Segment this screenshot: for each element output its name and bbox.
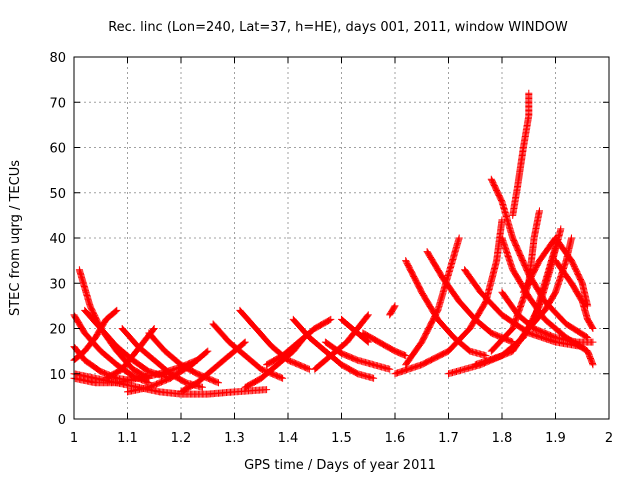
chart-title: Rec. linc (Lon=240, Lat=37, h=HE), days … <box>108 20 568 35</box>
y-tick-label: 40 <box>49 232 66 247</box>
plus-markers <box>509 89 533 219</box>
y-tick-label: 50 <box>49 187 66 202</box>
series-arc-23 <box>402 257 490 360</box>
plus-markers <box>519 234 592 310</box>
x-tick-label: 1.6 <box>385 431 406 446</box>
plus-markers <box>402 234 463 369</box>
y-tick-label: 20 <box>49 323 66 338</box>
series-arc-20 <box>338 315 372 346</box>
series-arc-10 <box>145 329 222 387</box>
series-arc-21 <box>359 329 410 360</box>
x-tick-label: 1.2 <box>171 431 192 446</box>
plus-markers <box>289 315 378 382</box>
series-arc-33 <box>509 89 533 219</box>
x-tick-label: 1.9 <box>545 431 566 446</box>
x-tick-label: 1.7 <box>438 431 459 446</box>
plus-markers <box>311 311 372 373</box>
x-tick-label: 1.1 <box>117 431 138 446</box>
plus-markers <box>498 288 597 346</box>
series-arc-27 <box>461 266 586 351</box>
data-marks <box>70 89 597 398</box>
plus-markers <box>552 257 597 332</box>
plus-markers <box>461 266 586 351</box>
plus-markers <box>338 315 372 346</box>
axis-ticks <box>73 56 610 420</box>
plus-markers <box>209 320 287 382</box>
series-arc-11 <box>124 347 212 396</box>
y-tick-label: 10 <box>49 368 66 383</box>
plus-markers <box>525 234 575 332</box>
plus-markers <box>386 302 399 319</box>
x-axis-title: GPS time / Days of year 2011 <box>244 458 436 473</box>
plus-markers <box>391 216 506 378</box>
series-arc-37 <box>498 288 597 346</box>
series-arc-25 <box>402 234 463 369</box>
y-tick-label: 60 <box>49 142 66 157</box>
y-tick-label: 30 <box>49 277 66 292</box>
y-axis-title: STEC from uqrg / TECUs <box>8 160 23 316</box>
plus-markers <box>359 329 410 360</box>
y-tick-label: 80 <box>49 51 66 66</box>
plus-markers <box>402 257 490 360</box>
series-arc-19 <box>311 311 372 373</box>
plus-markers <box>124 347 212 396</box>
x-tick-labels: 1 1.1 1.2 1.3 1.4 1.5 1.6 1.7 1.8 1.9 2 <box>70 431 613 446</box>
series-arc-13 <box>209 320 287 382</box>
y-tick-label: 70 <box>49 96 66 111</box>
series-arc-26 <box>391 216 506 378</box>
x-tick-label: 1.3 <box>224 431 245 446</box>
y-tick-label: 0 <box>58 413 66 428</box>
series-arc-22 <box>386 302 399 319</box>
x-tick-label: 1.4 <box>278 431 299 446</box>
x-tick-label: 1.8 <box>492 431 513 446</box>
series-arc-35 <box>552 257 597 332</box>
y-tick-labels: 0 10 20 30 40 50 60 70 80 <box>49 51 66 428</box>
series-arc-34 <box>519 234 592 310</box>
series-arc-17 <box>289 315 378 382</box>
x-tick-label: 1 <box>70 431 78 446</box>
series-arc-36 <box>525 234 575 332</box>
x-tick-label: 1.5 <box>331 431 352 446</box>
plus-markers <box>145 329 222 387</box>
x-tick-label: 2 <box>605 431 613 446</box>
